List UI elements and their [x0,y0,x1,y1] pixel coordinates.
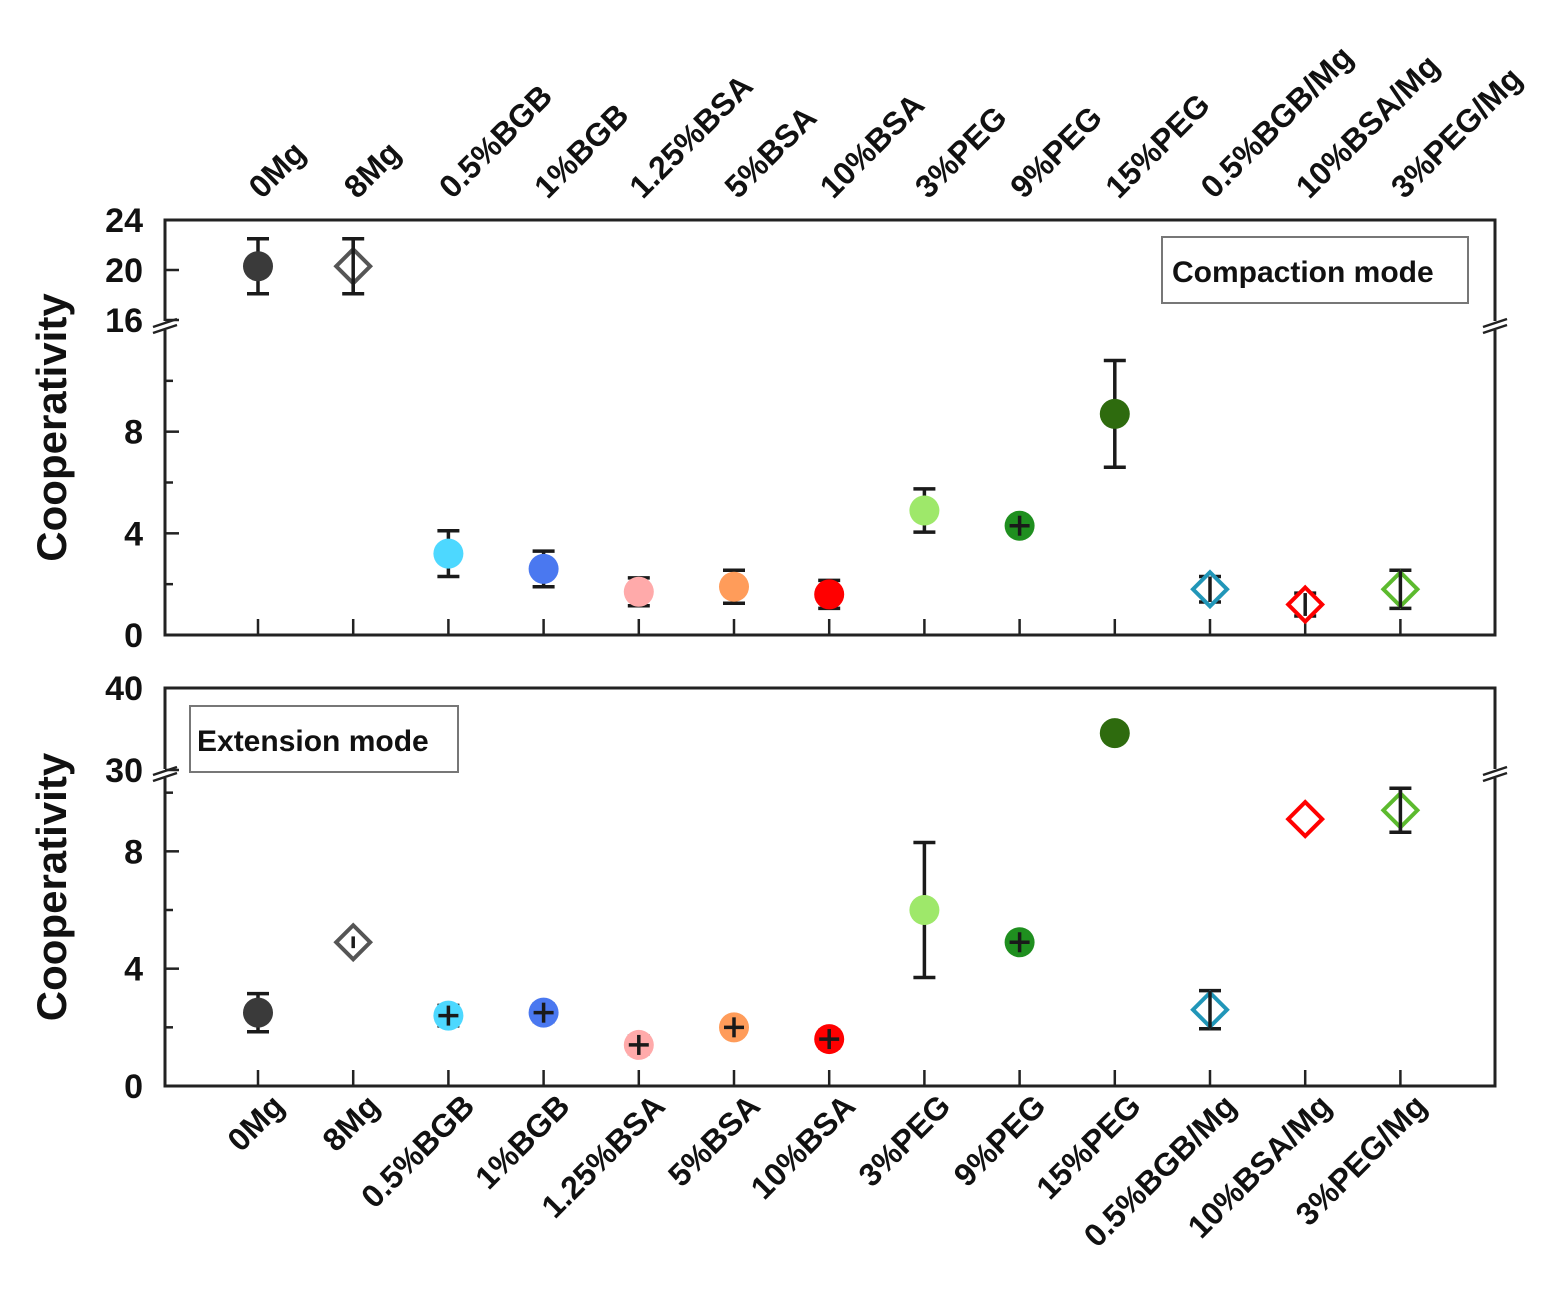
data-point [333,237,374,296]
y-tick-label: 40 [105,670,143,708]
data-point [243,237,273,296]
data-point [433,1000,464,1031]
axis-break-mark [1482,317,1508,329]
top-category-label: 9%PEG [1003,99,1109,205]
legend-box [189,705,459,773]
data-point [814,1024,845,1055]
y-tick-label: 4 [124,951,143,989]
axis-break-gap [1487,769,1503,778]
point-marker [433,538,464,569]
y-tick-label: 4 [124,515,143,553]
point-marker [528,553,559,584]
data-point [1099,718,1130,749]
data-point [623,1029,654,1060]
bottom-category-label: 10%BSA [744,1087,863,1206]
axis-break-gap [1487,321,1503,330]
data-point [719,568,749,605]
point-marker [243,251,273,282]
legend-box [1161,236,1469,304]
point-marker [1099,398,1130,429]
data-point [719,1012,749,1043]
data-point [433,529,464,579]
top-category-label: 15%PEG [1098,86,1217,205]
compaction-panel: 0 4 8 16 20 24 Cooperativity Compaction mode [28,202,1508,655]
y-tick-label: 20 [105,252,143,290]
axis-break-gap [157,321,173,330]
top-category-label: 10%BSA [813,86,932,205]
point-marker [1099,718,1130,749]
axis-break-mark [152,771,178,783]
data-point [1004,510,1035,541]
y-axis-label: Cooperativity [28,293,75,562]
data-point [814,578,845,611]
bottom-category-label: 8Mg [315,1087,386,1158]
y-axis-label: Cooperativity [28,752,75,1021]
data-point [528,549,559,589]
data-point [243,991,273,1034]
legend-label: Extension mode [197,725,429,758]
top-category-label: 0Mg [241,134,312,205]
legend-label: Compaction mode [1172,256,1434,289]
data-point [1004,927,1035,958]
point-marker [814,579,845,610]
point-marker [1285,799,1326,839]
y-tick-label: 8 [124,833,143,871]
axis-break-mark [1482,771,1508,783]
y-tick-label: 0 [124,617,143,655]
top-category-label: 8Mg [337,134,408,205]
top-category-labels: 0Mg 8Mg 0.5%BGB1%BGB1.25%BSA5%BSA10%BSA3%P… [241,39,1528,205]
data-point [1099,358,1130,469]
data-point [1285,799,1326,839]
point-marker [909,495,940,526]
data-point [1190,569,1230,610]
axis-break-mark [1482,323,1508,335]
point-marker [909,895,940,925]
axis-break-mark [152,323,178,335]
data-point [1190,988,1230,1031]
y-tick-label: 0 [124,1068,143,1106]
extension-panel: 0 4 8 30 40 Cooperativity Extension mode [28,670,1508,1106]
data-point [528,997,559,1028]
bottom-category-label: 3%PEG [851,1087,957,1193]
data-point [1380,786,1421,835]
y-tick-label: 30 [105,752,143,790]
data-point [909,840,940,980]
data-point [1285,584,1326,625]
data-point [623,576,654,608]
data-point [333,922,374,963]
y-tick-label: 8 [124,414,143,452]
bottom-category-label: 0Mg [220,1087,291,1158]
y-tick-label: 16 [105,302,143,340]
data-point [909,487,940,534]
axis-break-mark [1482,765,1508,777]
bottom-category-labels: 0Mg 8Mg0.5%BGB1%BGB1.25%BSA5%BSA10%BSA3%P… [220,1087,1433,1253]
point-marker [719,571,749,602]
data-point [1380,568,1421,611]
axis-break-gap [157,769,173,778]
point-marker [243,997,273,1028]
point-marker [623,576,654,607]
y-tick-label: 24 [105,202,143,240]
